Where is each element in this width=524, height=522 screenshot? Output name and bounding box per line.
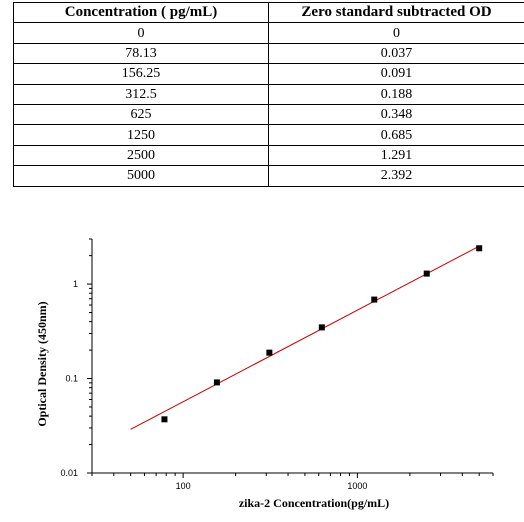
cell-od: 0	[268, 22, 524, 44]
chart-axes	[87, 238, 494, 478]
cell-concentration: 0	[13, 22, 269, 44]
cell-od: 0.091	[268, 63, 524, 85]
table-header-row: Concentration ( pg/mL) Zero standard sub…	[13, 1, 524, 24]
cell-od: 1.291	[268, 144, 524, 167]
cell-concentration: 78.13	[13, 42, 269, 65]
table-row: 5000 2.392	[13, 165, 524, 187]
cell-concentration: 5000	[13, 165, 269, 187]
tick-labels-layer: 100 1000 0.01 0.1 1	[60, 279, 367, 491]
y-axis-title: Optical Density (450nm)	[35, 301, 49, 426]
table-row: 2500 1.291	[13, 144, 524, 167]
cell-concentration: 2500	[13, 144, 269, 167]
fit-line	[130, 245, 480, 430]
y-tick-label: 0.1	[65, 374, 78, 384]
data-point	[371, 296, 378, 303]
data-points-layer	[161, 245, 483, 423]
cell-concentration: 312.5	[13, 83, 269, 105]
table-row: 0 0	[13, 22, 524, 44]
cell-od: 0.037	[268, 42, 524, 65]
fit-line-layer	[130, 245, 480, 430]
table-row: 78.13 0.037	[13, 42, 524, 65]
x-axis-title: zika-2 Concentration(pg/mL)	[239, 496, 389, 510]
cell-od: 0.348	[268, 103, 524, 126]
table-row: 1250 0.685	[13, 124, 524, 146]
standard-curve-chart: 100 1000 0.01 0.1 1 zika-2 Concentration(pg/…	[35, 238, 494, 510]
y-tick-label: 1	[73, 279, 78, 289]
data-point	[161, 416, 168, 423]
cell-concentration: 156.25	[13, 63, 269, 85]
data-point	[266, 349, 273, 356]
cell-od: 2.392	[268, 165, 524, 187]
data-point	[476, 245, 483, 252]
table-row: 312.5 0.188	[13, 83, 524, 105]
data-point	[213, 379, 220, 386]
column-header-concentration: Concentration ( pg/mL)	[13, 1, 269, 24]
y-tick-label: 0.01	[60, 468, 78, 478]
table-row: 156.25 0.091	[13, 63, 524, 85]
cell-concentration: 625	[13, 103, 269, 126]
standard-curve-table: Concentration ( pg/mL) Zero standard sub…	[13, 1, 524, 187]
data-point	[318, 324, 325, 331]
column-header-od: Zero standard subtracted OD	[268, 1, 524, 24]
data-point	[423, 270, 430, 277]
cell-od: 0.188	[268, 83, 524, 105]
cell-concentration: 1250	[13, 124, 269, 146]
x-tick-label: 100	[176, 481, 191, 491]
table-row: 625 0.348	[13, 103, 524, 126]
cell-od: 0.685	[268, 124, 524, 146]
x-tick-label: 1000	[347, 481, 367, 491]
